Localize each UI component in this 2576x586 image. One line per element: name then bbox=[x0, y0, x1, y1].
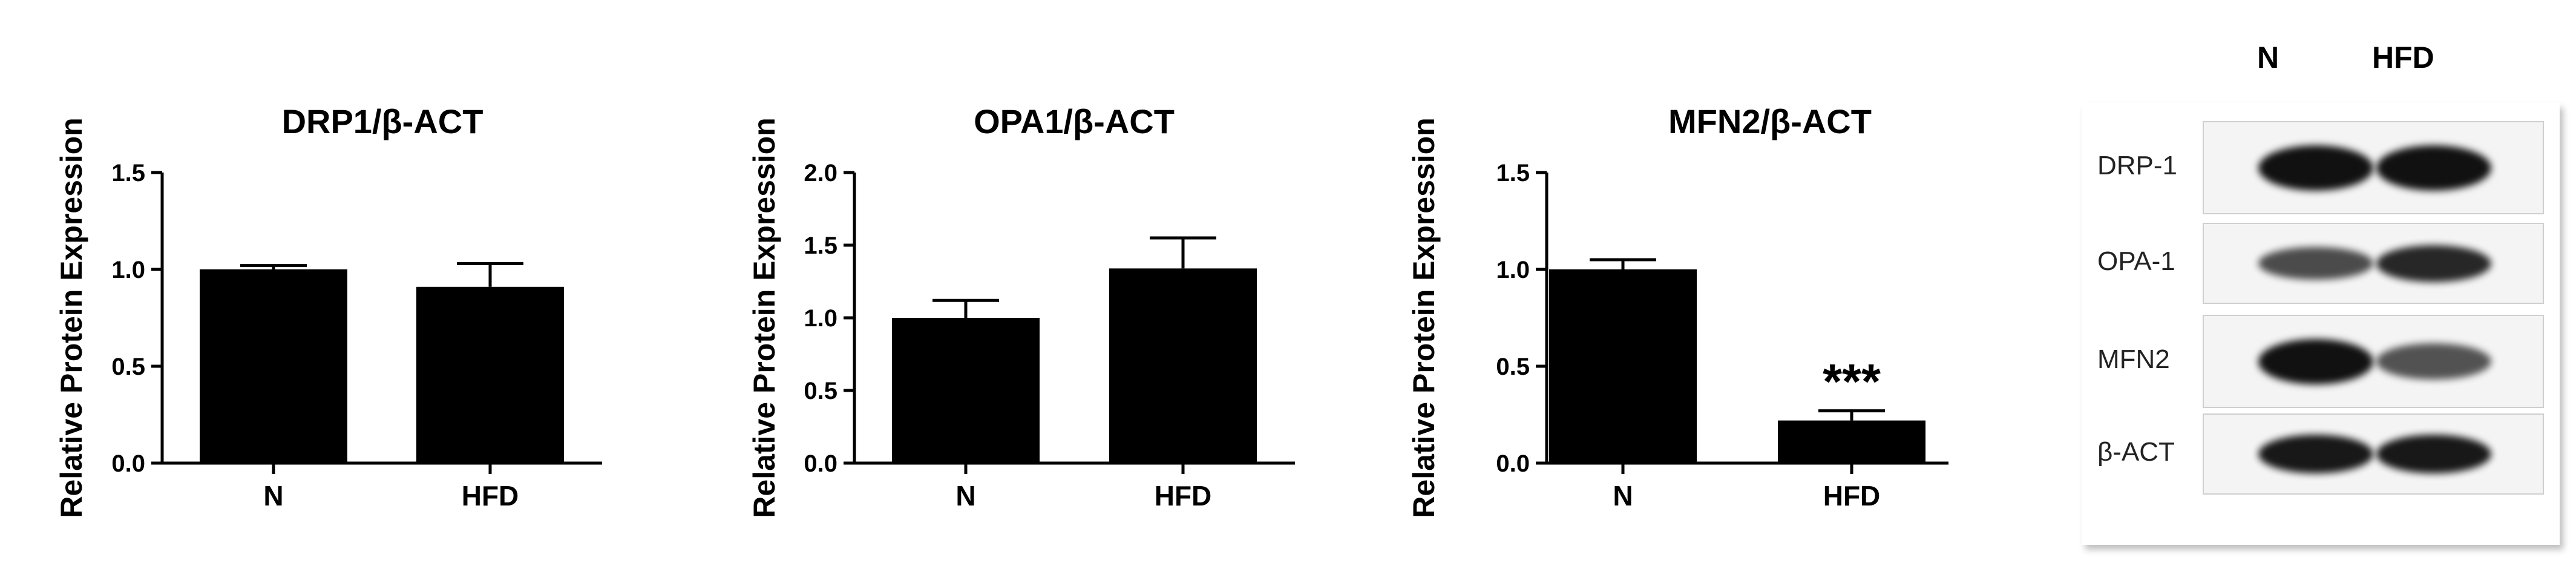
chart-title: MFN2/β-ACT bbox=[1668, 102, 1872, 140]
x-tick-label: N bbox=[955, 480, 975, 512]
bar bbox=[1549, 269, 1697, 463]
blot-lane-panel bbox=[2203, 223, 2544, 304]
blot-column-label: N bbox=[2257, 41, 2279, 74]
y-tick-label: 1.0 bbox=[1496, 257, 1530, 283]
blot-band bbox=[2376, 435, 2491, 473]
y-axis-label: Relative Protein Expression bbox=[54, 117, 88, 518]
charts-group: DRP1/β-ACT Relative Protein Expression 0.0… bbox=[54, 102, 1948, 518]
blot-row: DRP-1 bbox=[2082, 121, 2566, 214]
y-tick-label: 0.0 bbox=[111, 450, 145, 477]
blot-row: OPA-1 bbox=[2082, 223, 2566, 304]
blot-row-label: β-ACT bbox=[2097, 437, 2175, 467]
y-tick-label: 0.5 bbox=[1496, 354, 1530, 380]
x-tick-label: N bbox=[263, 480, 283, 512]
blot-band bbox=[2376, 145, 2491, 191]
blot-band bbox=[2258, 247, 2373, 280]
y-axis-label: Relative Protein Expression bbox=[747, 117, 781, 518]
bar-chart-3: MFN2/β-ACT Relative Protein Expression 0.0… bbox=[1407, 102, 1948, 518]
blot-row-label: MFN2 bbox=[2097, 344, 2170, 374]
y-tick-label: 1.0 bbox=[804, 305, 837, 332]
y-tick-label: 1.5 bbox=[111, 160, 145, 186]
y-tick-label: 2.0 bbox=[804, 160, 837, 186]
blot-band bbox=[2376, 343, 2491, 380]
blot-row-label: OPA-1 bbox=[2097, 246, 2175, 276]
x-tick-label: HFD bbox=[1155, 480, 1212, 512]
bar bbox=[1109, 268, 1257, 463]
blot-row: MFN2 bbox=[2082, 315, 2566, 408]
bar-chart-2: OPA1/β-ACT Relative Protein Expression 0.0… bbox=[747, 102, 1295, 518]
y-tick-label: 0.5 bbox=[804, 378, 837, 404]
bar bbox=[1778, 420, 1925, 463]
chart-title: OPA1/β-ACT bbox=[974, 102, 1175, 140]
x-tick-label: HFD bbox=[462, 480, 519, 512]
western-blot-panel: N HFD DRP-1 OPA-1 MFN2 β-ACT bbox=[2082, 30, 2566, 575]
blot-band bbox=[2376, 245, 2491, 282]
x-tick-label: N bbox=[1613, 480, 1633, 512]
blot-column-label: HFD bbox=[2372, 41, 2434, 74]
y-tick-label: 1.5 bbox=[804, 232, 837, 259]
blot-row-label: DRP-1 bbox=[2097, 151, 2178, 180]
bar bbox=[892, 318, 1040, 463]
significance-annotation: *** bbox=[1823, 355, 1881, 410]
y-axis-label: Relative Protein Expression bbox=[1407, 117, 1441, 518]
chart-title: DRP1/β-ACT bbox=[282, 102, 483, 140]
bar bbox=[416, 286, 564, 463]
x-tick-label: HFD bbox=[1823, 480, 1881, 512]
y-tick-label: 0.0 bbox=[804, 450, 837, 477]
y-tick-label: 1.0 bbox=[111, 257, 145, 283]
blot-lane-panel bbox=[2203, 315, 2544, 408]
bar bbox=[200, 269, 347, 463]
blot-lane-panel bbox=[2203, 121, 2544, 214]
blot-band bbox=[2258, 145, 2373, 191]
y-tick-label: 0.5 bbox=[111, 354, 145, 380]
bar-chart-1: DRP1/β-ACT Relative Protein Expression 0.0… bbox=[54, 102, 602, 518]
blot-band bbox=[2258, 339, 2373, 384]
blot-row: β-ACT bbox=[2082, 413, 2566, 495]
y-tick-label: 0.0 bbox=[1496, 450, 1530, 477]
blot-band bbox=[2258, 435, 2373, 473]
blot-lane-panel bbox=[2203, 413, 2544, 495]
y-tick-label: 1.5 bbox=[1496, 160, 1530, 186]
